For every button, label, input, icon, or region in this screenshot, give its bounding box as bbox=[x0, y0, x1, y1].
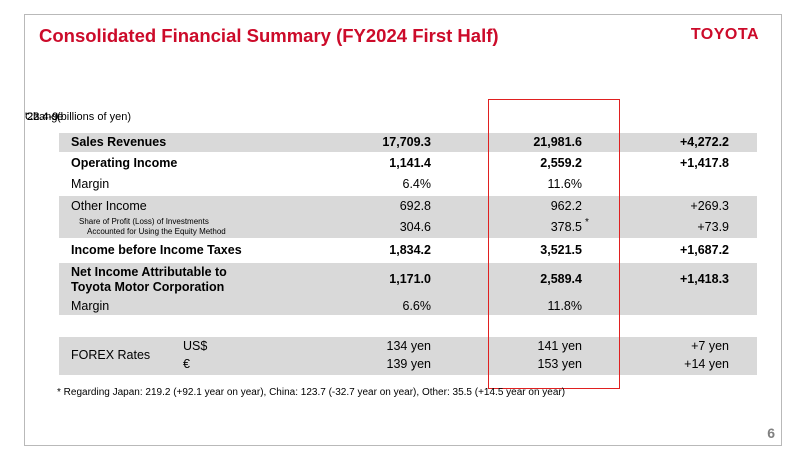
table-row-sales-revenues: Sales Revenues 17,709.3 21,981.6 +4,272.… bbox=[59, 133, 757, 152]
table-row-net-income: Net Income Attributable to Toyota Motor … bbox=[59, 263, 757, 315]
value-change: +73.9 bbox=[697, 220, 729, 234]
table-row-margin: Margin 6.4% 11.6% bbox=[59, 175, 757, 194]
value-change: +1,687.2 bbox=[679, 243, 729, 257]
row-label: Sales Revenues bbox=[71, 135, 167, 149]
value-2022: 692.8 bbox=[399, 199, 431, 213]
footnote: * Regarding Japan: 219.2 (+92.1 year on … bbox=[57, 387, 566, 398]
value-2023: 2,559.2 bbox=[540, 156, 582, 170]
usd-change: +7 yen bbox=[691, 339, 729, 353]
eur-2022: 139 yen bbox=[386, 357, 431, 371]
eur-2023: 153 yen bbox=[537, 357, 582, 371]
forex-label: FOREX Rates bbox=[71, 348, 151, 362]
highlight-box-2023 bbox=[488, 99, 620, 389]
row-label: Income before Income Taxes bbox=[71, 243, 242, 257]
row-label-line2: Accounted for Using the Equity Method bbox=[87, 227, 226, 236]
currency-usd: US$ bbox=[183, 339, 208, 353]
usd-2023: 141 yen bbox=[537, 339, 582, 353]
margin-2023: 11.8% bbox=[547, 299, 582, 313]
row-label: Other Income bbox=[71, 199, 147, 213]
value-2023: 2,589.4 bbox=[540, 272, 582, 286]
value-2022: 17,709.3 bbox=[382, 135, 431, 149]
value-change: +1,417.8 bbox=[679, 156, 729, 170]
slide-title: Consolidated Financial Summary (FY2024 F… bbox=[39, 25, 499, 46]
value-2023: 378.5 bbox=[550, 220, 582, 234]
row-label: Margin bbox=[71, 177, 110, 191]
col-header-2023: '23.4-9 bbox=[25, 111, 59, 123]
brand-logo-text: TOYOTA bbox=[690, 26, 759, 43]
value-2022: 304.6 bbox=[399, 220, 431, 234]
margin-label: Margin bbox=[71, 299, 110, 313]
unit-label: (billions of yen) bbox=[57, 111, 131, 123]
row-label-line1: Net Income Attributable to bbox=[71, 265, 227, 279]
value-2023: 21,981.6 bbox=[533, 135, 582, 149]
usd-2022: 134 yen bbox=[386, 339, 431, 353]
value-change: +1,418.3 bbox=[679, 272, 729, 286]
row-label-line2: Toyota Motor Corporation bbox=[71, 280, 225, 294]
footnote-marker: * bbox=[585, 217, 589, 228]
value-2022: 1,834.2 bbox=[389, 243, 431, 257]
value-2022: 6.4% bbox=[402, 177, 432, 191]
slide: Consolidated Financial Summary (FY2024 F… bbox=[24, 14, 782, 446]
currency-eur: € bbox=[183, 357, 190, 371]
page-number: 6 bbox=[767, 425, 775, 441]
table-row-other-income: Other Income 692.8 962.2 +269.3 Share of… bbox=[59, 196, 757, 238]
value-2023: 3,521.5 bbox=[540, 243, 582, 257]
col-header-change: Change bbox=[25, 111, 64, 123]
value-2023: 11.6% bbox=[547, 177, 582, 191]
row-label: Operating Income bbox=[71, 156, 178, 170]
value-2023: 962.2 bbox=[550, 199, 582, 213]
margin-2022: 6.6% bbox=[402, 299, 432, 313]
table-row-income-before-taxes: Income before Income Taxes 1,834.2 3,521… bbox=[59, 241, 757, 260]
value-2022: 1,141.4 bbox=[389, 156, 431, 170]
table-row-operating-income: Operating Income 1,141.4 2,559.2 +1,417.… bbox=[59, 154, 757, 173]
value-change: +269.3 bbox=[690, 199, 729, 213]
eur-change: +14 yen bbox=[684, 357, 729, 371]
row-label-line1: Share of Profit (Loss) of Investments bbox=[79, 217, 209, 226]
value-2022: 1,171.0 bbox=[389, 272, 431, 286]
col-header-2022: '22.4-9 bbox=[25, 111, 59, 123]
value-change: +4,272.2 bbox=[679, 135, 729, 149]
table-row-forex: FOREX Rates US$ 134 yen 141 yen +7 yen €… bbox=[59, 337, 757, 375]
